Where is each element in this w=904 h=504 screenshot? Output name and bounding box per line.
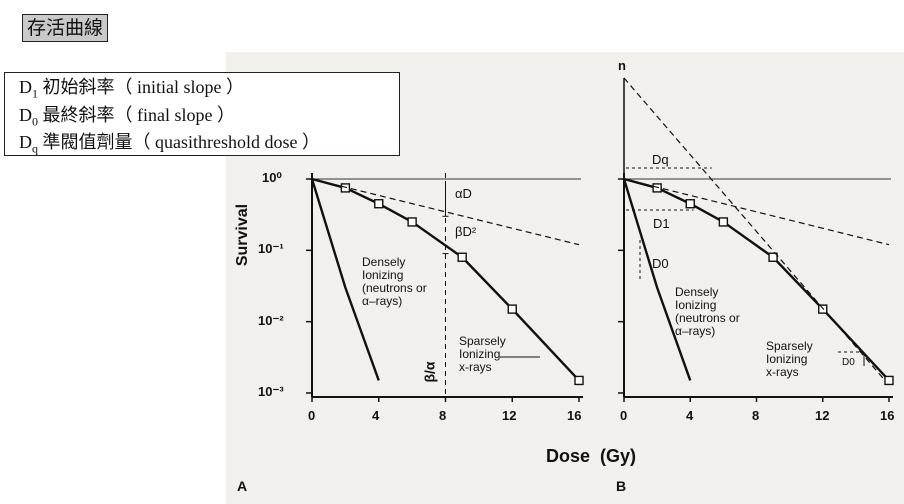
y-axis-label: Survival — [234, 203, 252, 267]
data-point-marker — [685, 199, 695, 209]
y-tick-label: 10⁻¹ — [258, 241, 284, 256]
definition-dq: Dq 準閥值劑量（ quasithreshold dose ） — [19, 132, 320, 156]
x-tick-label: 16 — [880, 408, 895, 423]
data-point-marker — [884, 375, 894, 386]
dq-label: Dq — [652, 152, 669, 167]
d0-small-label: D0 — [842, 357, 855, 368]
data-point-marker — [457, 252, 467, 262]
definition-d1: D1 初始斜率（ initial slope ） — [19, 77, 244, 101]
linear-extrapolation-line — [311, 178, 580, 246]
definition-d0: D0 最終斜率（ final slope ） — [19, 104, 235, 129]
x-tick-label: 0 — [620, 408, 628, 423]
beta-d2-label: βD² — [455, 224, 477, 239]
data-point-marker — [507, 304, 517, 314]
data-point-marker — [768, 252, 778, 262]
data-point-marker — [340, 183, 351, 193]
extrapolation-to-n-line — [623, 77, 886, 381]
panel-a-letter: A — [237, 478, 248, 494]
data-point-marker — [718, 217, 729, 227]
definitions-box: D1 初始斜率（ initial slope ） D0 最終斜率（ final … — [4, 72, 400, 156]
y-tick-label: 10⁻³ — [258, 384, 284, 399]
d0-label: D0 — [652, 256, 669, 271]
alpha-d-label: αD — [455, 186, 472, 201]
page-title: 存活曲線 — [22, 14, 109, 42]
x-tick-label: 4 — [686, 408, 694, 423]
y-tick-label: 10⁰ — [262, 170, 282, 185]
data-point-marker — [652, 183, 662, 193]
panel-b-letter: B — [616, 478, 627, 494]
densely-ionizing-curve — [310, 178, 380, 381]
beta-over-alpha-label: β/α — [421, 361, 438, 383]
x-tick-label: 12 — [815, 408, 830, 423]
d1-label: D1 — [653, 216, 670, 231]
data-point-marker — [574, 375, 584, 386]
dense-curve-label-b: Densely Ionizing (neutrons or α–rays) — [675, 285, 740, 338]
x-tick-label: 12 — [502, 408, 517, 423]
data-point-marker — [374, 199, 384, 209]
dense-curve-label-a: Densely Ionizing (neutrons or α–rays) — [362, 255, 427, 308]
data-point-marker — [407, 217, 417, 227]
x-axis-label: Dose (Gy) — [546, 446, 637, 466]
x-tick-label: 16 — [567, 408, 582, 423]
densely-ionizing-curve — [622, 178, 692, 381]
x-tick-label: 8 — [439, 408, 447, 423]
y-tick-label: 10⁻² — [258, 313, 284, 328]
x-tick-label: 8 — [752, 408, 760, 423]
sparse-curve-label-b: Sparsely Ionizing x-rays — [766, 339, 813, 379]
x-tick-label: 0 — [308, 408, 316, 423]
n-label: n — [618, 58, 626, 73]
sparsely-ionizing-curve — [623, 177, 890, 382]
sparse-curve-label-a: Sparsely Ionizing x-rays — [459, 334, 506, 374]
x-tick-label: 4 — [372, 408, 380, 423]
initial-slope-line — [623, 178, 890, 246]
